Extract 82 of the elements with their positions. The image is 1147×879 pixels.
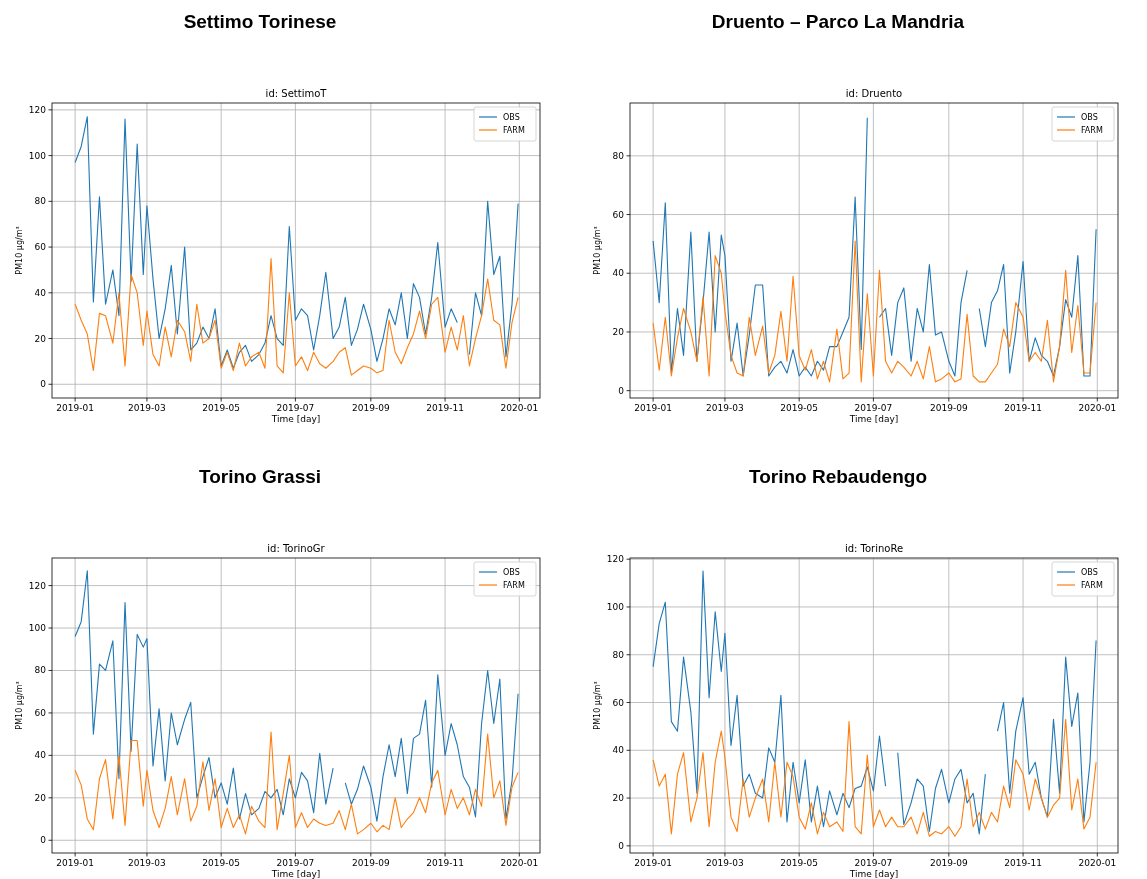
legend-label: OBS (1081, 568, 1098, 577)
y-tick-label: 120 (28, 104, 47, 115)
y-tick-label: 0 (618, 385, 625, 396)
y-tick-label: 80 (612, 649, 625, 660)
y-tick-label: 40 (612, 745, 625, 756)
x-tick-label: 2019-09 (352, 858, 390, 868)
y-tick-label: 40 (612, 268, 625, 279)
x-tick-label: 2019-05 (780, 858, 818, 868)
y-tick-label: 60 (34, 707, 47, 718)
y-tick-label: 100 (28, 623, 47, 634)
x-tick-label: 2019-09 (930, 858, 968, 868)
y-tick-label: 60 (612, 697, 625, 708)
y-tick-label: 20 (34, 792, 47, 803)
chart-title: Torino Grassi (198, 466, 322, 487)
y-tick-label: 0 (40, 379, 47, 390)
x-tick-label: 2019-03 (128, 403, 166, 413)
x-tick-label: 2019-03 (706, 858, 744, 868)
y-tick-label: 100 (606, 601, 625, 612)
legend-label: FARM (1081, 581, 1103, 590)
legend-label: OBS (503, 568, 520, 577)
x-tick-label: 2019-03 (706, 403, 744, 413)
y-tick-label: 40 (34, 750, 47, 761)
chart-subtitle: id: TorinoRe (844, 543, 904, 554)
x-tick-label: 2019-07 (276, 403, 315, 413)
x-tick-label: 2019-11 (1004, 403, 1042, 413)
chart-title: Druento – Parco La Mandria (711, 11, 965, 32)
x-tick-label: 2019-11 (1004, 858, 1042, 868)
y-tick-label: 0 (40, 835, 47, 846)
y-tick-label: 0 (618, 840, 625, 851)
line-series (74, 731, 519, 835)
chart-title: Torino Rebaudengo (748, 466, 928, 487)
legend-label: OBS (1081, 113, 1098, 122)
x-tick-label: 2020-01 (500, 403, 539, 413)
chart-title: Settimo Torinese (183, 11, 337, 32)
legend-label: OBS (503, 113, 520, 122)
y-tick-label: 120 (28, 580, 47, 591)
x-axis-title: Time [day] (848, 869, 899, 879)
y-axis-title: PM10 μg/m³ (593, 681, 602, 730)
y-axis-title: PM10 μg/m³ (593, 226, 602, 275)
x-tick-label: 2019-09 (352, 403, 390, 413)
chart-subtitle: id: SettimoT (265, 88, 328, 99)
x-tick-label: 2019-01 (634, 858, 672, 868)
x-tick-label: 2019-05 (202, 403, 240, 413)
x-axis-title: Time [day] (270, 414, 321, 424)
y-tick-label: 20 (34, 333, 47, 344)
legend-label: FARM (1081, 126, 1103, 135)
x-tick-label: 2019-01 (634, 403, 672, 413)
line-series (652, 240, 1097, 383)
y-axis-title: PM10 μg/m³ (15, 226, 24, 275)
line-series (74, 257, 519, 376)
x-tick-label: 2020-01 (1078, 858, 1117, 868)
y-tick-label: 80 (34, 196, 47, 207)
y-tick-label: 20 (612, 326, 625, 337)
chart-subtitle: id: TorinoGr (267, 543, 326, 554)
y-tick-label: 60 (612, 209, 625, 220)
x-tick-label: 2019-01 (56, 403, 94, 413)
x-tick-label: 2020-01 (1078, 403, 1117, 413)
x-tick-label: 2019-01 (56, 858, 94, 868)
x-tick-label: 2019-05 (202, 858, 240, 868)
y-tick-label: 120 (606, 554, 625, 565)
x-tick-label: 2019-11 (426, 858, 464, 868)
line-series (652, 718, 1097, 837)
legend-label: FARM (503, 126, 525, 135)
x-tick-label: 2020-01 (500, 858, 539, 868)
y-tick-label: 80 (612, 150, 625, 161)
y-tick-label: 20 (612, 793, 625, 804)
x-tick-label: 2019-11 (426, 403, 464, 413)
y-tick-label: 60 (34, 242, 47, 253)
y-axis-title: PM10 μg/m³ (15, 681, 24, 730)
x-tick-label: 2019-07 (854, 858, 893, 868)
x-axis-title: Time [day] (270, 869, 321, 879)
x-tick-label: 2019-07 (276, 858, 315, 868)
y-tick-label: 80 (34, 665, 47, 676)
x-tick-label: 2019-07 (854, 403, 893, 413)
y-tick-label: 40 (34, 287, 47, 298)
x-tick-label: 2019-03 (128, 858, 166, 868)
y-tick-label: 100 (28, 150, 47, 161)
chart-subtitle: id: Druento (845, 88, 903, 99)
x-tick-label: 2019-09 (930, 403, 968, 413)
x-axis-title: Time [day] (848, 414, 899, 424)
legend-label: FARM (503, 581, 525, 590)
x-tick-label: 2019-05 (780, 403, 818, 413)
